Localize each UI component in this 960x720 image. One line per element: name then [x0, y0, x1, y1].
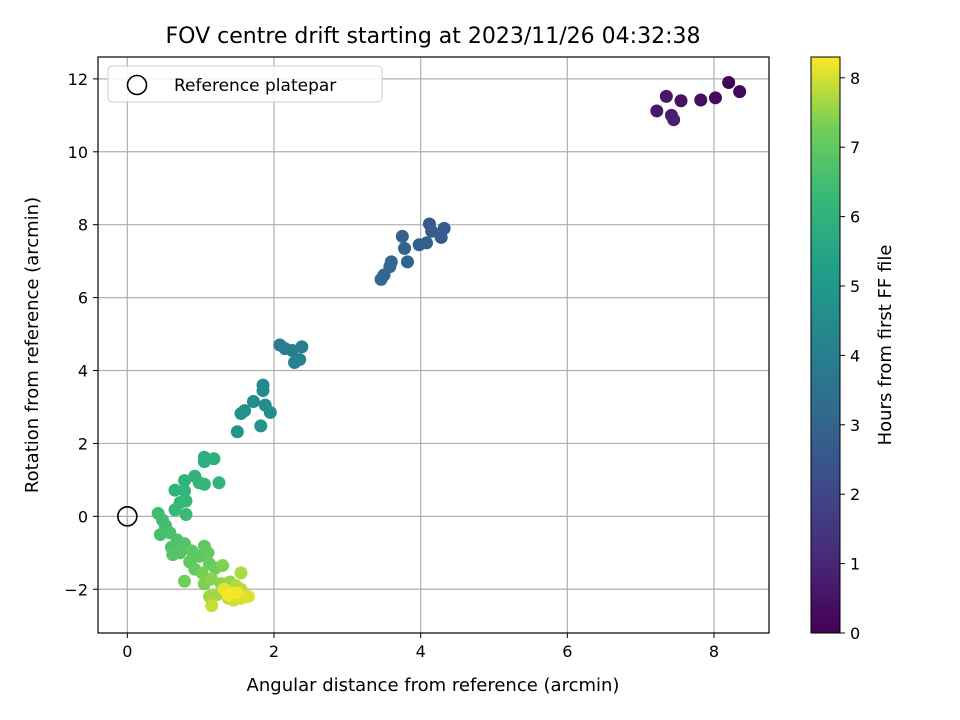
y-tick-label: 4 [78, 362, 88, 381]
legend-marker-icon [126, 74, 148, 96]
data-point [207, 452, 221, 466]
colorbar-tick-label: 7 [850, 138, 860, 157]
plot-frame [97, 56, 770, 634]
x-tick-label: 8 [709, 642, 719, 661]
data-point [708, 91, 722, 105]
y-tick-label: 0 [78, 507, 88, 526]
data-point [178, 474, 192, 488]
x-tick-label: 4 [416, 642, 426, 661]
data-point [650, 104, 664, 118]
legend-entry-label: Reference platepar [174, 76, 336, 96]
data-point [694, 93, 708, 107]
y-tick-label: 12 [68, 70, 88, 89]
y-axis-label: Rotation from reference (arcmin) [22, 197, 43, 493]
data-point [395, 229, 409, 243]
x-tick-label: 2 [269, 642, 279, 661]
data-point [434, 230, 448, 244]
data-point [230, 425, 244, 439]
colorbar-tick-label: 6 [850, 208, 860, 227]
x-tick-label: 6 [562, 642, 572, 661]
colorbar-tick-label: 5 [850, 277, 860, 296]
x-axis-ticks: 0 2 4 6 8 [122, 633, 719, 661]
data-point [288, 355, 302, 369]
data-point [246, 395, 260, 409]
data-point [178, 574, 192, 588]
y-tick-label: 6 [78, 289, 88, 308]
colorbar-tick-label: 8 [850, 69, 860, 88]
grid-lines [98, 57, 769, 633]
data-point [234, 407, 248, 421]
data-point [667, 113, 681, 127]
data-point [722, 76, 736, 90]
data-point [234, 566, 248, 580]
colorbar-tick-label: 4 [850, 346, 860, 365]
data-point [263, 405, 277, 419]
data-point [166, 548, 180, 562]
y-axis-ticks: −2 0 2 4 6 8 10 12 [64, 70, 98, 599]
chart-title: FOV centre drift starting at 2023/11/26 … [166, 24, 701, 49]
reference-platepar-marker [117, 506, 138, 527]
data-point [674, 94, 688, 108]
data-point [295, 340, 309, 354]
data-point [374, 272, 388, 286]
legend-box [107, 65, 383, 103]
colorbar-tick-label: 0 [850, 624, 860, 643]
data-point [205, 599, 219, 613]
data-point [241, 590, 255, 604]
y-tick-label: 10 [68, 143, 88, 162]
y-tick-label: 8 [78, 216, 88, 235]
data-point [256, 384, 270, 398]
data-point [733, 85, 747, 99]
data-point [216, 559, 230, 573]
data-point [425, 224, 439, 238]
data-point [412, 238, 426, 252]
data-point [212, 476, 226, 490]
data-point [201, 546, 215, 560]
data-point [254, 419, 268, 433]
data-point [179, 494, 193, 508]
data-point [659, 89, 673, 103]
data-point [179, 508, 193, 522]
y-tick-label: −2 [64, 580, 88, 599]
data-point [222, 588, 236, 602]
colorbar [810, 56, 841, 634]
colorbar-tick-label: 3 [850, 416, 860, 435]
x-tick-label: 0 [122, 642, 132, 661]
data-point [178, 484, 192, 498]
legend: Reference platepar [107, 65, 383, 103]
x-axis-label: Angular distance from reference (arcmin) [247, 675, 620, 696]
data-point [168, 483, 182, 497]
colorbar-tick-label: 2 [850, 485, 860, 504]
y-tick-label: 2 [78, 434, 88, 453]
data-point [168, 503, 182, 517]
data-point [398, 241, 412, 255]
colorbar-ticks: 0 1 2 3 4 5 6 7 8 [840, 69, 860, 643]
data-point [197, 477, 211, 491]
scatter-points [151, 76, 747, 613]
data-point [400, 255, 414, 269]
data-point [195, 566, 209, 580]
colorbar-label: Hours from first FF file [875, 245, 896, 446]
colorbar-tick-label: 1 [850, 555, 860, 574]
